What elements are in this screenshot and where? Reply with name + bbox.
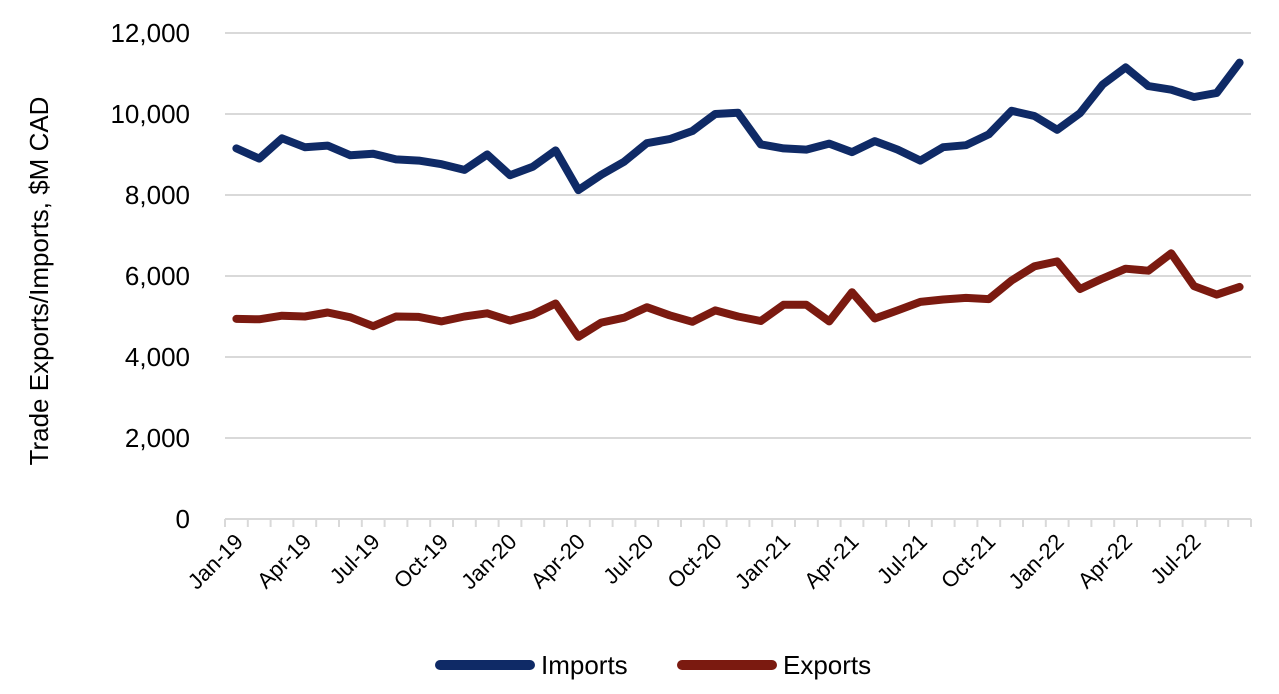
x-tick-label: Apr-19: [252, 529, 316, 593]
x-tick-label: Apr-22: [1073, 529, 1137, 593]
x-tick-label: Jul-19: [325, 529, 385, 589]
x-tick-label: Oct-21: [936, 529, 1000, 593]
y-tick-label: 10,000: [110, 99, 190, 129]
legend-item-exports: Exports: [677, 650, 871, 680]
y-tick-label: 4,000: [125, 342, 190, 372]
x-tick-label: Apr-21: [799, 529, 863, 593]
legend: Imports Exports: [435, 650, 871, 680]
x-tick-label: Jul-22: [1145, 529, 1205, 589]
y-tick-label: 2,000: [125, 423, 190, 453]
series-line-imports: [232, 58, 1244, 195]
x-tick-label: Jul-21: [872, 529, 932, 589]
y-axis-title: Trade Exports/Imports, $M CAD: [24, 97, 54, 466]
y-tick-label: 6,000: [125, 261, 190, 291]
x-tick-label: Oct-19: [389, 529, 453, 593]
legend-label: Exports: [783, 650, 871, 680]
y-tick-label: 8,000: [125, 180, 190, 210]
x-axis-ticks: Jan-19 Apr-19 Jul-19 Oct-19 Jan-20 Apr-20 Jul-…: [183, 519, 1252, 594]
x-tick-label: Apr-20: [526, 529, 590, 593]
y-axis-ticks: 0 2,000 4,000 6,000 8,000 10,000 12,000: [110, 18, 190, 534]
x-tick-label: Oct-20: [662, 529, 726, 593]
series-line-exports: [232, 249, 1244, 341]
y-tick-label: 12,000: [110, 18, 190, 48]
x-tick-label: Jan-22: [1003, 529, 1068, 594]
x-tick-label: Jan-20: [456, 529, 521, 594]
series-lines: [232, 58, 1244, 341]
legend-label: Imports: [541, 650, 628, 680]
x-tick-label: Jan-19: [183, 529, 248, 594]
x-tick-label: Jan-21: [730, 529, 795, 594]
x-tick-label: Jul-20: [598, 529, 658, 589]
y-tick-label: 0: [176, 504, 190, 534]
legend-item-imports: Imports: [435, 650, 628, 680]
